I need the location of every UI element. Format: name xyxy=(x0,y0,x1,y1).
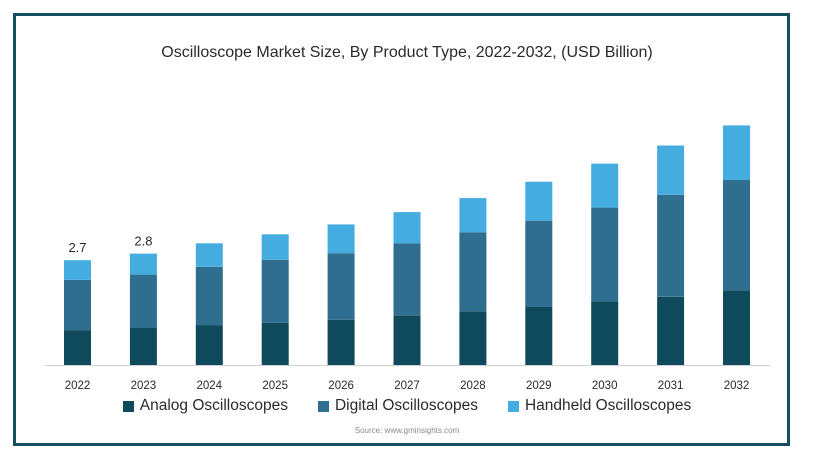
bar-2032-series-2 xyxy=(723,125,750,181)
bar-2026-series-2 xyxy=(327,224,355,254)
data-label-2022: 2.7 xyxy=(68,240,86,255)
x-tick-label-2023: 2023 xyxy=(131,380,157,392)
source-note: Source: www.gminsights.com xyxy=(354,426,460,435)
legend-label-analog: Analog Oscilloscopes xyxy=(139,397,288,414)
chart-title: Oscilloscope Market Size, By Product Typ… xyxy=(161,44,653,61)
x-tick-label-2022: 2022 xyxy=(65,380,91,392)
bar-2022-series-1 xyxy=(64,279,91,330)
bar-2032-series-1 xyxy=(723,180,750,291)
bar-2028-series-1 xyxy=(459,232,487,312)
bar-2022-series-2 xyxy=(64,260,91,280)
x-tick-label-2027: 2027 xyxy=(394,380,420,392)
bar-2024-series-1 xyxy=(195,266,223,326)
bar-2026-series-1 xyxy=(327,253,355,320)
bar-2025-series-2 xyxy=(261,234,289,260)
chart-legend: Analog Oscilloscopes Digital Oscilloscop… xyxy=(0,397,814,415)
bar-2027-series-0 xyxy=(393,315,421,365)
legend-swatch-analog xyxy=(122,400,134,412)
x-tick-label-2024: 2024 xyxy=(197,380,223,392)
data-label-2023: 2.8 xyxy=(134,234,152,249)
x-tick-label-2028: 2028 xyxy=(460,380,486,392)
x-tick-label-2026: 2026 xyxy=(328,380,354,392)
bar-2025-series-0 xyxy=(261,322,289,365)
bar-2029-series-2 xyxy=(525,181,553,221)
legend-item-analog: Analog Oscilloscopes xyxy=(122,397,288,415)
bar-2030-series-1 xyxy=(591,207,619,302)
bar-2023-series-2 xyxy=(129,253,157,275)
legend-item-handheld: Handheld Oscilloscopes xyxy=(507,397,692,415)
bar-2029-series-1 xyxy=(525,220,553,307)
bar-2024-series-2 xyxy=(195,243,223,267)
bar-2022-series-0 xyxy=(64,330,91,365)
bar-2024-series-0 xyxy=(195,325,223,365)
bar-2030-series-2 xyxy=(591,163,619,208)
legend-label-handheld: Handheld Oscilloscopes xyxy=(524,397,692,414)
legend-swatch-digital xyxy=(317,400,329,412)
x-tick-label-2029: 2029 xyxy=(526,380,552,392)
bar-2028-series-0 xyxy=(459,311,487,365)
legend-label-digital: Digital Oscilloscopes xyxy=(334,397,478,414)
bar-2032-series-0 xyxy=(723,290,750,365)
x-tick-label-2030: 2030 xyxy=(592,380,618,392)
bar-2026-series-0 xyxy=(327,319,355,365)
bar-2029-series-0 xyxy=(525,306,553,365)
bar-2030-series-0 xyxy=(591,301,619,365)
bar-2031-series-2 xyxy=(657,145,685,195)
bar-2027-series-2 xyxy=(393,212,421,244)
x-tick-label-2032: 2032 xyxy=(724,380,750,392)
bar-2031-series-1 xyxy=(657,194,685,297)
x-tick-label-2025: 2025 xyxy=(262,380,288,392)
bar-2031-series-0 xyxy=(657,296,685,365)
bar-2023-series-0 xyxy=(129,327,157,365)
legend-swatch-handheld xyxy=(507,400,519,412)
bar-2023-series-1 xyxy=(129,274,157,328)
bar-2025-series-1 xyxy=(261,259,289,323)
x-tick-label-2031: 2031 xyxy=(658,380,684,392)
bar-2028-series-2 xyxy=(459,198,487,233)
bar-2027-series-1 xyxy=(393,243,421,316)
legend-item-digital: Digital Oscilloscopes xyxy=(317,397,478,415)
